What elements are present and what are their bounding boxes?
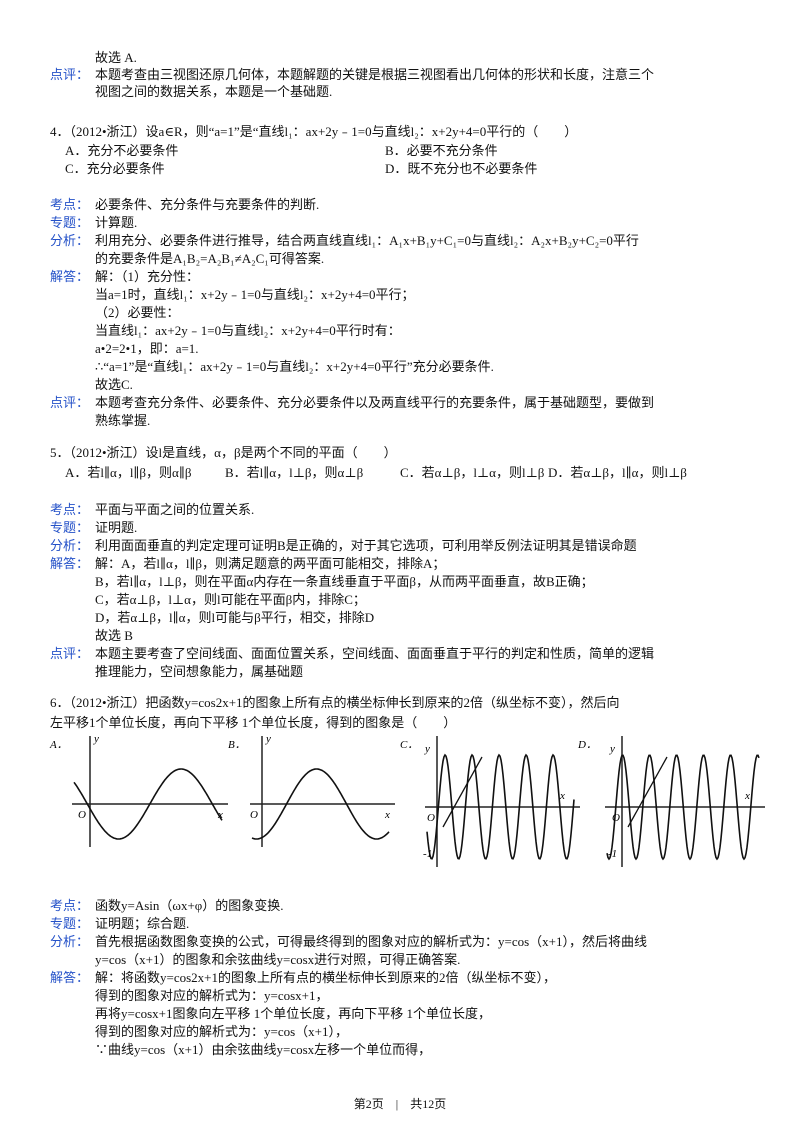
section-label: 专题： — [50, 215, 90, 230]
option-label: A． — [49, 739, 68, 751]
option: D．既不充分也不必要条件 — [385, 161, 538, 176]
curve — [426, 753, 575, 860]
text-line: 故选 A. — [95, 50, 137, 65]
graph-label: O — [78, 809, 86, 821]
text-line: 推理能力，空间想象能力，属基础题 — [95, 664, 304, 679]
text-line: （2）必要性： — [95, 305, 180, 320]
option-label: B． — [228, 739, 246, 751]
text-line: 必要条件、充分条件与充要条件的判断. — [95, 197, 320, 212]
option-label: D． — [577, 739, 597, 751]
option: A．充分不必要条件 — [65, 143, 179, 158]
text-line: 故选C. — [95, 377, 133, 392]
section-label: 分析： — [50, 233, 90, 248]
text-line: 得到的图象对应的解析式为：y=cos（x+1）， — [95, 1024, 348, 1039]
graph-label: O — [427, 812, 435, 824]
text-line: 本题主要考查了空间线面、面面位置关系，空间线面、面面垂直于平行的判定和性质，简单… — [95, 646, 655, 661]
text-line: y=cos（x+1）的图象和余弦曲线y=cosx进行对照，可得正确答案. — [95, 952, 461, 967]
text-line: 平面与平面之间的位置关系. — [95, 502, 255, 517]
graph-label: y — [609, 743, 615, 755]
text-line: 本题考查充分条件、必要条件、充分必要条件以及两直线平行的充要条件，属于基础题型，… — [95, 395, 655, 410]
text-line: 故选 B — [95, 628, 133, 643]
option: D．若α⊥β，l∥α，则l⊥β — [548, 465, 687, 480]
section-label: 解答： — [50, 556, 90, 571]
pointer-arrow — [442, 756, 483, 828]
text-line: 视图之间的数据关系，本题是一个基础题. — [95, 84, 333, 99]
text-line: 利用充分、必要条件进行推导，结合两直线直线l₁：A₁x+B₁y+C₁=0与直线l… — [95, 233, 639, 248]
text-line: 的充要条件是A₁B₂=A₂B₁≠A₂C₁可得答案. — [95, 251, 325, 266]
section-label: 点评： — [50, 646, 90, 661]
question-stem: 左平移1个单位长度，再向下平移 1个单位长度，得到的图象是（ ） — [50, 715, 457, 730]
text-line: 解：A，若l∥α，l∥β，则满足题意的两平面可能相交，排除A； — [95, 556, 446, 571]
text-line: 证明题；综合题. — [95, 916, 190, 931]
graph-label: -1 — [423, 848, 432, 860]
text-line: B，若l∥α，l⊥β，则在平面α内存在一条直线垂直于平面β，从而两平面垂直，故B… — [95, 574, 594, 589]
text-line: a•2=2•1，即：a=1. — [95, 341, 199, 356]
text-line: C，若α⊥β，l⊥α，则l可能在平面β内，排除C； — [95, 592, 366, 607]
section-label: 考点： — [50, 898, 90, 913]
option: B．若l∥α，l⊥β，则α⊥β — [225, 465, 364, 480]
graph-label: y — [424, 743, 430, 755]
graph-label: O — [250, 809, 258, 821]
text-line: 证明题. — [95, 520, 138, 535]
question-stem: 5．（2012•浙江）设l是直线，α，β是两个不同的平面（ ） — [50, 445, 397, 460]
option: B．必要不充分条件 — [385, 143, 498, 158]
text-line: D，若α⊥β，l∥α，则l可能与β平行，相交，排除D — [95, 610, 375, 625]
graph-label: O — [612, 812, 620, 824]
section-label: 解答： — [50, 970, 90, 985]
text-line: 利用面面垂直的判定定理可证明B是正确的，对于其它选项，可利用举反例法证明其是错误… — [95, 538, 637, 553]
graphs: A． y O x B． y O x C． y O -1 x D． y O -1 x — [49, 733, 765, 867]
text-line: 再将y=cosx+1图象向左平移 1个单位长度，再向下平移 1个单位长度， — [95, 1006, 491, 1021]
graph-label: y — [93, 733, 99, 745]
option: C．充分必要条件 — [65, 161, 165, 176]
text-line: ∵曲线y=cos（x+1）由余弦曲线y=cosx左移一个单位而得， — [95, 1042, 432, 1057]
section-label: 点评： — [50, 67, 90, 82]
curve — [251, 768, 390, 840]
pointer-arrow — [627, 756, 668, 828]
section-label: 分析： — [50, 538, 90, 553]
text-line: 熟练掌握. — [95, 413, 151, 428]
section-label: 专题： — [50, 520, 90, 535]
curve — [606, 754, 760, 861]
text-line: ∴“a=1”是“直线l₁：ax+2y﹣1=0与直线l₂：x+2y+4=0平行”充… — [95, 359, 494, 374]
text-line: 本题考查由三视图还原几何体，本题解题的关键是根据三视图看出几何体的形状和长度，注… — [95, 67, 655, 82]
section-label: 解答： — [50, 269, 90, 284]
text-line: 当a=1时，直线l₁：x+2y﹣1=0与直线l₂：x+2y+4=0平行； — [95, 287, 415, 302]
question-stem: 6．（2012•浙江）把函数y=cos2x+1的图象上所有点的横坐标伸长到原来的… — [50, 695, 620, 710]
graph-label: x — [744, 790, 750, 802]
section-label: 考点： — [50, 502, 90, 517]
footer: 第2页 | 共12页 — [353, 1097, 447, 1111]
text-line: 得到的图象对应的解析式为：y=cosx+1， — [95, 988, 329, 1003]
question-stem: 4．（2012•浙江）设a∈R，则“a=1”是“直线l₁：ax+2y﹣1=0与直… — [50, 124, 578, 139]
option-label: C． — [400, 739, 418, 751]
graph-label: x — [217, 809, 223, 821]
graph-label: x — [384, 809, 390, 821]
section-label: 专题： — [50, 916, 90, 931]
option: C．若α⊥β，l⊥α，则l⊥β — [400, 465, 545, 480]
text-line: 解：（1）充分性： — [95, 269, 200, 284]
text-line: 函数y=Asin（ωx+φ）的图象变换. — [95, 898, 284, 913]
section-label: 分析： — [50, 934, 90, 949]
graph-label: y — [265, 733, 271, 745]
text-line: 首先根据函数图象变换的公式，可得最终得到的图象对应的解析式为：y=cos（x+1… — [95, 934, 647, 949]
graph-label: -1 — [608, 848, 617, 860]
graph-label: x — [559, 790, 565, 802]
text-line: 解：将函数y=cos2x+1的图象上所有点的横坐标伸长到原来的2倍（纵坐标不变）… — [95, 970, 556, 985]
text-line: 当直线l₁：ax+2y﹣1=0与直线l₂：x+2y+4=0平行时有： — [95, 323, 401, 338]
text-line: 计算题. — [95, 215, 138, 230]
section-label: 点评： — [50, 395, 90, 410]
section-label: 考点： — [50, 197, 90, 212]
option: A．若l∥α，l∥β，则α∥β — [65, 465, 192, 480]
curve — [73, 768, 223, 840]
